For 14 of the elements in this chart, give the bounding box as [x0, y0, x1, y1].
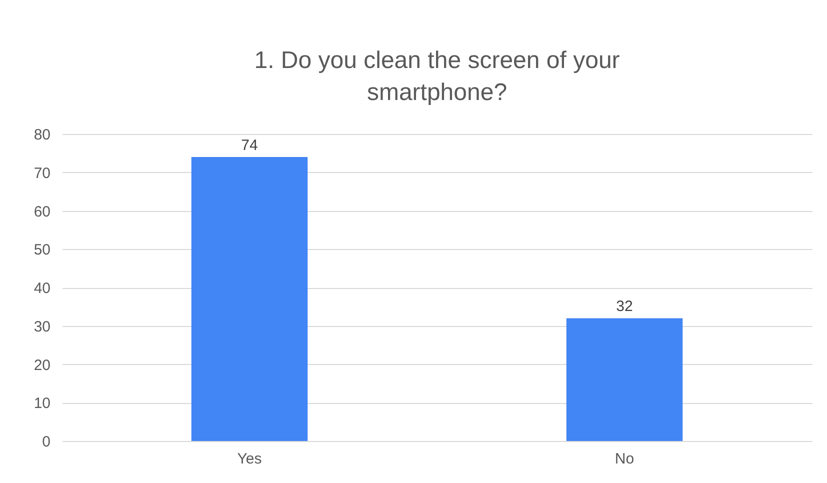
- x-tick-label: No: [614, 450, 634, 468]
- y-tick-label: 30: [34, 318, 50, 336]
- chart-title: 1. Do you clean the screen of your smartphone?: [254, 47, 620, 106]
- y-tick-label: 0: [42, 434, 50, 450]
- data-label: 74: [241, 137, 258, 154]
- x-tick-label: Yes: [237, 450, 262, 468]
- y-tick-label: 60: [34, 203, 50, 220]
- y-tick-label: 10: [34, 395, 50, 412]
- y-tick-label: 40: [34, 280, 50, 297]
- data-label: 32: [616, 298, 633, 316]
- y-tick-label: 50: [34, 242, 50, 259]
- y-tick-label: 20: [34, 356, 50, 374]
- y-tick-label: 80: [34, 126, 50, 144]
- y-tick-label: 70: [34, 164, 50, 182]
